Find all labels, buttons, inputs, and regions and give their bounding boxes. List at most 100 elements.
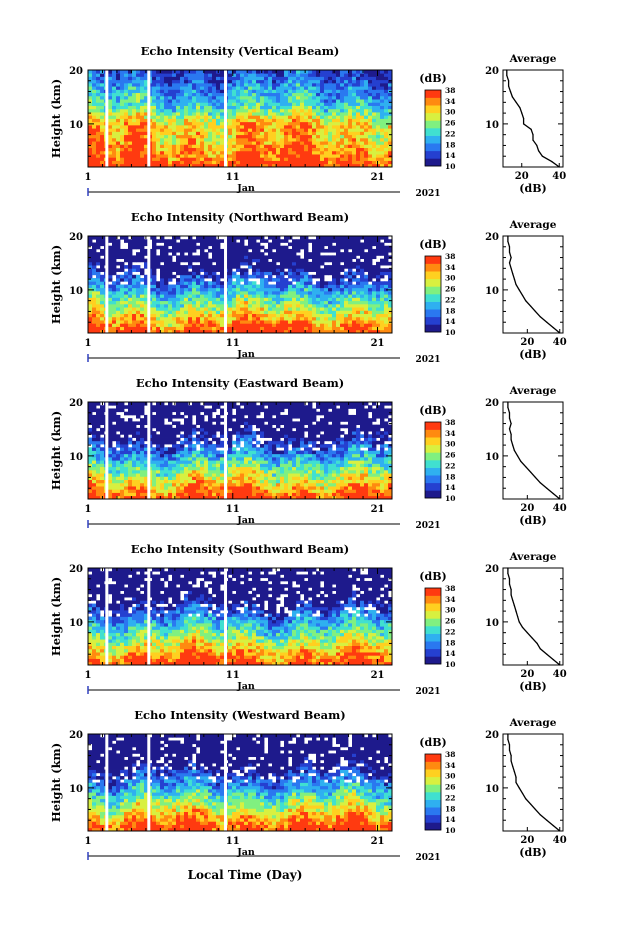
average-profile-point [559,498,561,500]
y-axis-label: Height (km) [49,79,63,158]
average-profile-point [521,792,524,794]
average-profile-line [507,402,561,500]
data-gap [224,568,228,665]
average-profile-point [525,798,527,800]
average-x-tick-label: 20 [515,171,529,182]
colorbar-swatch [425,324,441,333]
heatmap-image [88,568,393,666]
average-profile-point [523,117,525,120]
month-label: Jan [236,183,255,194]
average-profile-point [520,460,522,462]
data-gap [105,236,109,333]
colorbar-tick-label: 34 [445,263,455,272]
average-profile-point [508,246,511,248]
colorbar-tick-label: 34 [445,761,455,770]
panel-title: Echo Intensity (Northward Beam) [131,210,349,224]
average-title: Average [509,717,557,729]
colorbar-swatch [425,626,441,634]
average-y-tick-label: 20 [485,398,499,409]
y-tick-label: 10 [69,120,83,131]
colorbar-swatch [425,112,441,121]
y-tick-label: 20 [69,730,83,741]
colorbar-swatch [425,648,441,657]
average-x-tick-label: 20 [520,337,534,348]
colorbar-tick-label: 10 [445,162,455,171]
colorbar-swatch [425,776,441,785]
y-tick-label: 20 [69,232,83,243]
colorbar-swatch [425,656,441,665]
y-axis-label: Height (km) [49,743,63,822]
data-gap [147,568,151,665]
colorbar-swatch [425,120,441,129]
plot-frame [87,567,393,666]
colorbar-tick-label: 18 [445,472,455,481]
average-profile-point [525,300,527,302]
colorbar-swatch [425,482,441,491]
average-profile-point [517,455,519,457]
colorbar-tick-label: 30 [445,772,455,781]
average-profile-point [507,733,509,735]
colorbar-swatch [425,792,441,800]
colorbar-swatch [425,610,441,619]
colorbar-tick-label: 34 [445,429,455,438]
average-y-tick-label: 20 [485,66,499,77]
colorbar-tick-label: 14 [445,815,455,824]
data-gap [147,70,151,167]
average-profile-point [512,599,514,601]
average-profile-point [531,637,533,639]
average-profile-point [532,139,534,141]
average-profile-point [521,294,524,296]
average-profile-point [551,161,553,163]
colorbar-frame [424,587,442,665]
colorbar-swatch [425,588,441,596]
colorbar-tick-label: 10 [445,826,455,835]
year-label: 2021 [415,687,440,697]
average-title: Average [509,219,557,231]
average-y-tick-label: 20 [485,564,499,575]
colorbar-tick-label: 34 [445,97,455,106]
colorbar-tick-label: 18 [445,306,455,315]
colorbar-swatch [425,316,441,325]
average-profile-point [518,787,520,789]
average-x-tick-label: 40 [553,669,567,680]
year-label: 2021 [415,189,440,199]
average-profile-point [515,776,517,778]
average-profile-point [539,316,541,318]
average-profile-point [538,150,540,152]
average-profile-point [508,417,511,419]
average-profile-point [507,401,509,403]
colorbar-swatch [425,150,441,159]
colorbar-swatch [425,784,441,793]
average-profile-point [559,332,561,334]
average-profile-point [515,781,517,784]
x-tick-label: 1 [85,670,92,681]
y-axis-label: Height (km) [49,245,63,324]
colorbar-tick-label: 30 [445,606,455,615]
average-profile-point [513,605,516,607]
average-profile-point [525,466,527,468]
x-tick-label: 21 [371,172,385,183]
colorbar-tick-label: 14 [445,649,455,658]
average-profile-point [507,235,509,237]
colorbar-swatch [425,286,441,295]
panel-title: Echo Intensity (Eastward Beam) [136,376,344,390]
beam-panel: Echo Intensity (Northward Beam)1 11 211020… [49,210,567,365]
average-profile-point [552,327,554,329]
colorbar-tick-label: 14 [445,483,455,492]
average-profile-point [558,166,560,168]
average-profile-point [532,134,534,136]
average-profile-point [559,830,561,832]
plot-frame [87,401,393,500]
colorbar-frame [424,753,442,831]
average-x-tick-label: 20 [520,503,534,514]
panel-title: Echo Intensity (Vertical Beam) [141,44,340,58]
data-gap [147,236,151,333]
colorbar-swatch [425,799,441,808]
y-tick-label: 10 [69,618,83,629]
average-y-tick-label: 10 [485,618,499,629]
colorbar-swatch [425,490,441,499]
data-gap [147,402,151,499]
average-profile-point [530,803,532,805]
data-gap [105,402,109,499]
colorbar-tick-label: 22 [445,627,455,636]
